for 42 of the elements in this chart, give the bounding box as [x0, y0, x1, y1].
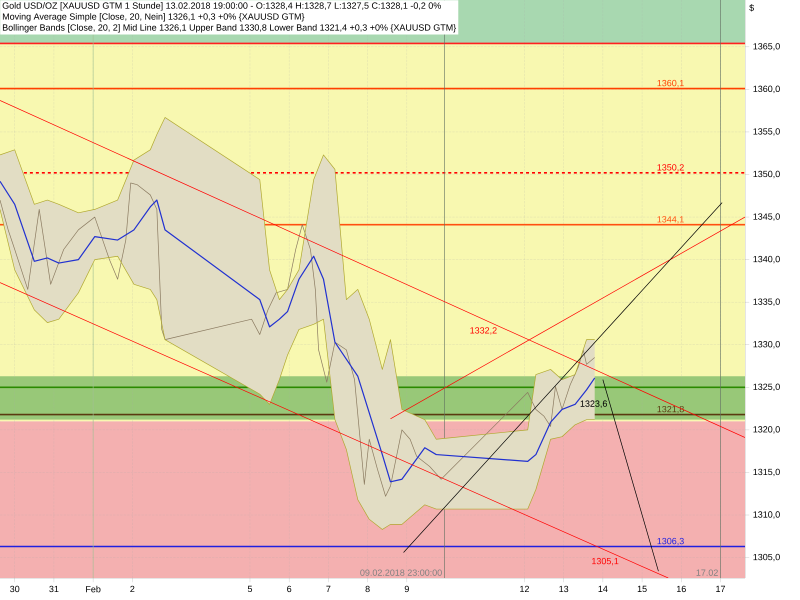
x-tick-label: 31	[49, 586, 58, 592]
data-label: 1332,2	[470, 327, 497, 335]
y-tick-label: 1305,0	[753, 554, 780, 562]
x-tick-label: 13	[559, 586, 568, 592]
y-tick-label: 1345,0	[753, 213, 780, 221]
data-label: 1323,6	[580, 400, 607, 408]
y-tick-label: 1350,0	[753, 170, 780, 178]
ref-line-label: 1306,3	[657, 538, 684, 546]
y-axis-title: $	[749, 4, 754, 12]
x-tick-label: 2	[130, 586, 134, 592]
x-tick-label: 15	[638, 586, 647, 592]
x-tick-label: 8	[366, 586, 370, 592]
y-tick-label: 1340,0	[753, 256, 780, 264]
x-tick-label: 5	[248, 586, 252, 592]
y-tick-label: 1335,0	[753, 298, 780, 306]
annotation: Bollinger Bands [Close, 20, 2] Mid Line 1326,1 Upper Band 1330,8 Lower Band 1321,4 +0,3 +0% {XAUUSD GTM}	[2, 24, 456, 32]
chart-title: Gold USD/OZ [XAUUSD GTM 1 Stunde] 13.02.2018 19:00:00 - O:1328,4 H:1328,7 L:1327,5 C:1328,1 -0,2 0%	[2, 2, 441, 11]
x-tick-label: 6	[287, 586, 292, 592]
ref-line-label: 1344,1	[657, 216, 684, 224]
ref-line-label: 1350,2	[657, 164, 684, 172]
y-tick-label: 1330,0	[753, 341, 780, 348]
y-tick-label: 1320,0	[753, 426, 780, 434]
y-tick-label: 1315,0	[753, 468, 780, 476]
data-label: 1305,1	[592, 558, 618, 566]
y-tick-label: 1355,0	[753, 128, 780, 136]
y-tick-label: 1365,0	[753, 43, 780, 51]
x-tick-label: 17	[716, 586, 726, 592]
x-tick-label: 7	[326, 586, 330, 592]
ref-line-label: 17.02	[696, 569, 718, 576]
x-tick-label: 9	[404, 586, 409, 592]
annotation: Moving Average Simple [Close, 20, Nein] 1326,1 +0,3 +0% {XAUUSD GTM}	[2, 13, 304, 22]
x-tick-label: Feb	[86, 586, 100, 592]
y-tick-label: 1310,0	[753, 511, 780, 519]
ref-line-label: 1360,1	[657, 80, 684, 88]
ref-line-label: 09.02.2018 23:00:00	[360, 569, 442, 576]
x-tick-label: 30	[10, 586, 20, 592]
x-tick-label: 16	[676, 586, 686, 592]
y-tick-label: 1360,0	[753, 86, 780, 94]
x-tick-label: 14	[598, 586, 608, 592]
ref-line-label: 1321,8	[657, 406, 684, 414]
y-tick-label: 1325,0	[753, 384, 780, 392]
x-tick-label: 12	[520, 586, 529, 592]
